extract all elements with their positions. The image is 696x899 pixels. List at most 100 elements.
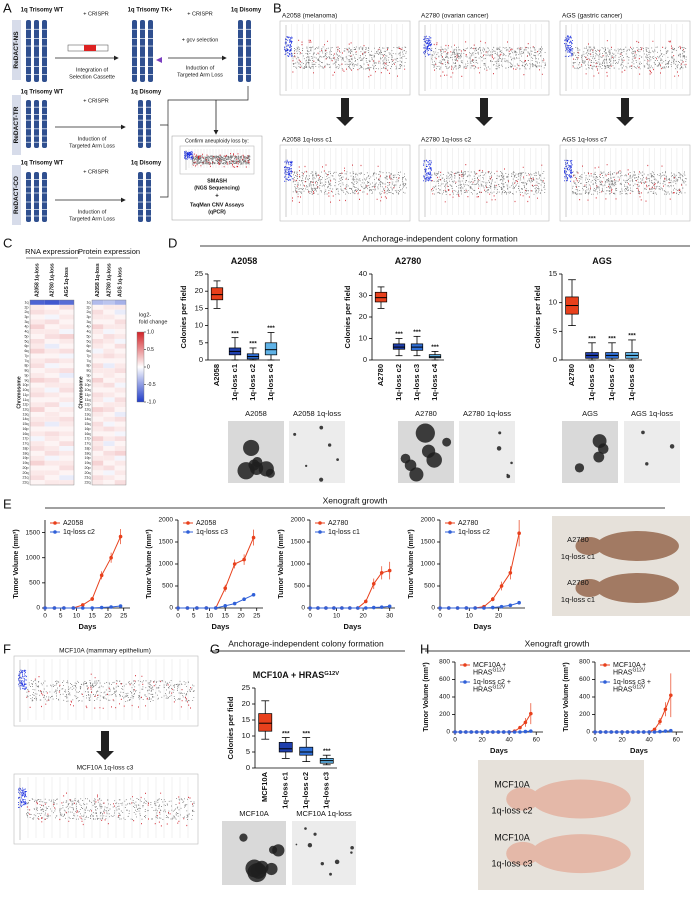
row-label: 20p [85,466,91,470]
row-label-box [12,95,21,155]
label: MCF10A 1q-loss [296,809,352,818]
heatmap-cell [114,421,126,427]
x-tick-label: 20 [104,613,112,620]
data-point [340,606,344,610]
data-point [490,605,495,610]
legend-label: A2780 [458,520,478,527]
label: (qPCR) [208,209,226,215]
colony [409,467,424,482]
chart-title: AGS [592,256,612,266]
genome-dots [572,171,687,195]
data-point [518,725,522,730]
panel-label: D [168,235,177,250]
heatmap-cell [30,382,45,388]
row-label: 4q [87,330,91,334]
legend-label: 1q-loss c3 [196,529,228,536]
legend-label: MCF10A + [473,662,506,669]
row-label: ReDACT-NS [13,31,20,69]
legend-label: A2780 [328,520,348,527]
colony [645,462,649,466]
chart-title: A2780 [395,256,422,266]
row-label: 14q [23,417,29,421]
y-tick-label: 10 [549,298,557,307]
heatmap-cell [59,426,74,432]
row-label: 8p [87,364,91,368]
colony [334,859,340,865]
chart-title-text: A2058 [231,256,258,266]
row-label: 16q [85,432,91,436]
heatmap-cell [44,353,60,359]
legend-label: MCF10A + [613,662,646,669]
heatmap-cell [92,465,104,471]
data-point [499,584,504,588]
mouse-body [596,573,679,603]
chart-title: RNA expression [25,247,79,256]
heatmap-cell [114,377,126,383]
colony [498,431,502,435]
genome-red-dots [573,164,683,202]
row-label: 15q [85,422,91,426]
heatmap-cell [44,446,60,451]
heatmap-cell [30,353,45,359]
heatmap-cell [114,343,126,349]
x-tick-label: 10 [73,613,81,620]
x-axis-label: Days [474,622,492,631]
y-tick-label: 20 [242,699,250,708]
heatmap-cell [59,353,74,359]
genome-red-dots [431,164,544,203]
x-tick-label: 60 [533,737,541,744]
row-label: 11q [23,398,29,402]
y-axis-label: Tumor Volume (mm³) [146,529,153,598]
y-tick-label: 25 [242,683,250,692]
genome-plot [279,144,411,222]
row-label: 17p [23,437,29,441]
mouse-body [531,834,631,874]
genome-blue-dots [18,669,27,690]
heatmap-cell [59,382,74,388]
significance: *** [249,341,257,348]
heatmap-cell [44,431,60,437]
heatmap-cell [103,460,115,466]
y-tick-label: 1000 [291,561,306,568]
data-point [71,606,76,610]
heatmap-cell [92,377,104,383]
heatmap-cell [44,343,60,349]
row-label: 2p [25,305,29,309]
row-label: 10q [23,388,29,392]
heatmap-cell [114,300,126,305]
colony [304,464,308,468]
genome-blue-dots [18,787,27,808]
legend-label: 1q-loss c2 [458,529,490,536]
y-tick-label: 200 [439,711,450,718]
heatmap-cell [103,382,115,388]
data-point [490,597,495,601]
y-tick-label: 15 [242,715,250,724]
data-point [517,600,521,605]
data-point [453,730,457,734]
y-tick-label: 40 [359,269,367,278]
row-label: 6q [25,349,29,353]
legend-marker [318,521,322,525]
data-point [363,599,368,604]
data-point [356,606,360,610]
row-label: 4p [25,325,29,329]
panel-label: H [420,641,429,656]
heatmap-cell [103,343,115,349]
label: 1q Trisomy WT [21,90,64,96]
data-point [204,606,209,610]
legend-label-text: HRAS [613,669,633,676]
label: TaqMan CNV Assays [190,202,244,208]
column-label: A2058 1q-loss [35,263,41,297]
legend-label: HRASG12V [473,685,506,694]
row-label: 18q [23,451,29,455]
label: A2780 1q-loss c2 [421,137,472,144]
heatmap-cell [92,450,104,456]
y-tick-label: 0 [169,605,173,612]
heatmap-cell [103,397,115,403]
heatmap-cell [44,338,60,344]
heatmap-cell [59,304,74,310]
heatmap-cell [114,324,126,330]
data-point [232,601,237,606]
data-point [663,729,668,733]
heatmap-cell [59,387,74,393]
